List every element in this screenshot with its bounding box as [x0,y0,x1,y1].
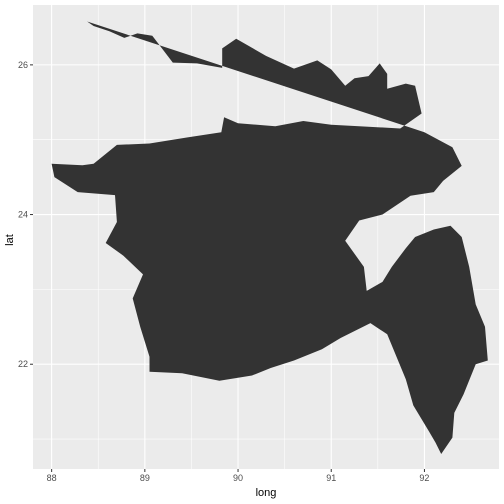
x-tick-label: 89 [140,473,150,483]
x-tick-label: 91 [326,473,336,483]
x-tick-label: 90 [233,473,243,483]
x-axis-ticks: 88 89 90 91 92 [47,469,429,483]
x-tick-label: 92 [419,473,429,483]
y-tick-label: 22 [18,359,28,369]
y-tick-label: 24 [18,210,28,220]
x-axis-title: long [256,487,277,499]
bangladesh-landmass [51,21,488,454]
y-axis-ticks: 22 24 26 [18,60,33,369]
x-tick-label: 88 [47,473,57,483]
y-tick-label: 26 [18,60,28,70]
y-axis-title: lat [4,234,16,246]
